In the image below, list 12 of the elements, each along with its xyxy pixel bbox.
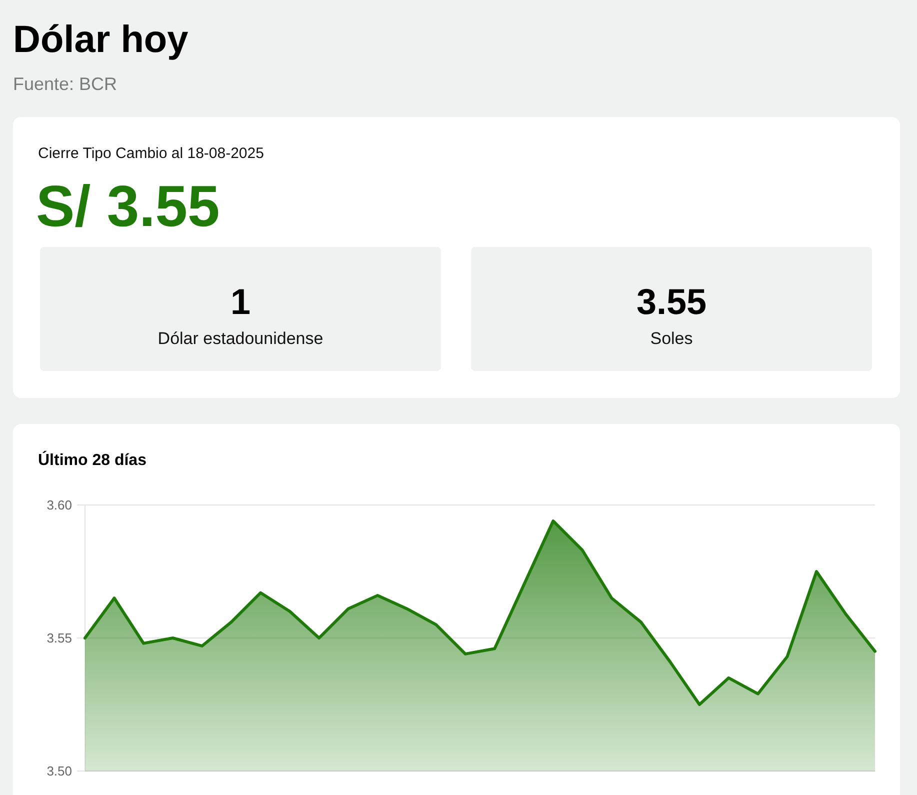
y-tick-label: 3.50 <box>46 764 72 778</box>
data-label: 1 <box>230 281 251 322</box>
chart-title: Último 28 días <box>38 450 147 469</box>
text: Dólar hoy <box>13 19 188 61</box>
y-tick-label: 3.60 <box>46 498 72 512</box>
data-label: 3.55 <box>636 281 707 322</box>
text: S/ 3.55 <box>36 174 220 239</box>
category-label: Dólar estadounidense <box>158 329 324 348</box>
category-label: Soles <box>650 329 693 348</box>
text: Cierre Tipo Cambio al 18-08-2025 <box>38 145 264 162</box>
text: Fuente: BCR <box>13 74 118 94</box>
y-tick-label: 3.55 <box>46 630 72 646</box>
